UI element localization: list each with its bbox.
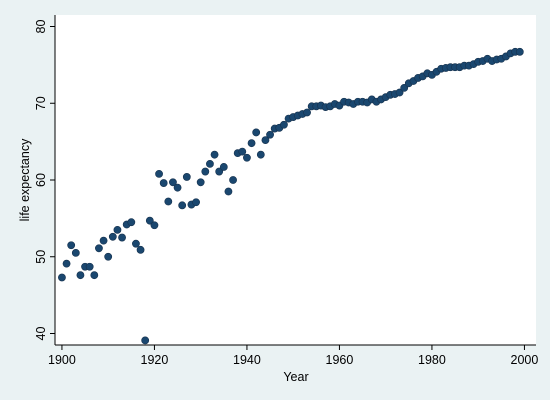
data-point [243, 153, 251, 162]
data-point [215, 167, 224, 176]
data-point [71, 249, 80, 257]
data-point [150, 221, 159, 230]
data-point [182, 173, 191, 181]
data-point [141, 336, 150, 345]
data-point [99, 236, 108, 245]
data-point [238, 147, 247, 156]
x-axis-title: Year [283, 370, 308, 384]
data-point [132, 239, 140, 248]
data-point [173, 183, 182, 192]
x-tick-label: 1960 [326, 353, 354, 367]
data-point [169, 178, 177, 187]
data-point [85, 262, 94, 271]
data-point [136, 245, 145, 254]
x-tick-label: 1940 [233, 353, 261, 367]
x-tick-label: 2000 [511, 353, 539, 367]
data-point [192, 198, 200, 207]
y-tick-label: 60 [34, 173, 48, 187]
data-point [400, 84, 409, 92]
data-point [159, 179, 168, 187]
y-tick-label: 50 [34, 250, 48, 264]
data-point [224, 187, 233, 196]
data-point [252, 128, 261, 137]
data-point [266, 130, 274, 139]
data-point [229, 176, 237, 184]
data-point [178, 201, 187, 210]
data-point [58, 273, 66, 282]
data-point [113, 225, 122, 234]
data-point [95, 244, 103, 253]
data-point [515, 47, 524, 56]
data-point [145, 216, 154, 225]
data-point [303, 108, 311, 117]
data-point [395, 88, 404, 97]
data-point [201, 167, 210, 176]
x-axis-ticks: 1900 1920 1940 1960 1980 2000 [48, 345, 538, 367]
data-point [196, 178, 205, 187]
data-point [118, 233, 126, 242]
data-point [210, 150, 219, 159]
x-tick-label: 1980 [418, 353, 446, 367]
data-point [256, 150, 265, 159]
y-axis-ticks: 40 50 60 70 80 [34, 20, 55, 340]
data-point [164, 197, 173, 206]
data-point [90, 271, 99, 280]
data-point [104, 252, 113, 261]
data-point [280, 120, 288, 129]
data-point [108, 232, 117, 241]
data-point [261, 136, 270, 144]
data-point [127, 218, 136, 227]
y-axis-title: life expectancy [18, 138, 32, 221]
y-tick-label: 70 [34, 96, 48, 110]
data-point [247, 139, 256, 148]
x-tick-label: 1900 [48, 353, 76, 367]
data-point [76, 271, 85, 280]
data-point [219, 163, 228, 171]
y-tick-label: 40 [34, 326, 48, 340]
data-point [67, 241, 76, 250]
y-tick-label: 80 [34, 20, 48, 34]
data-point [206, 159, 214, 168]
data-points [58, 47, 524, 345]
data-point [62, 259, 71, 268]
data-point [155, 169, 163, 178]
x-tick-label: 1920 [141, 353, 169, 367]
